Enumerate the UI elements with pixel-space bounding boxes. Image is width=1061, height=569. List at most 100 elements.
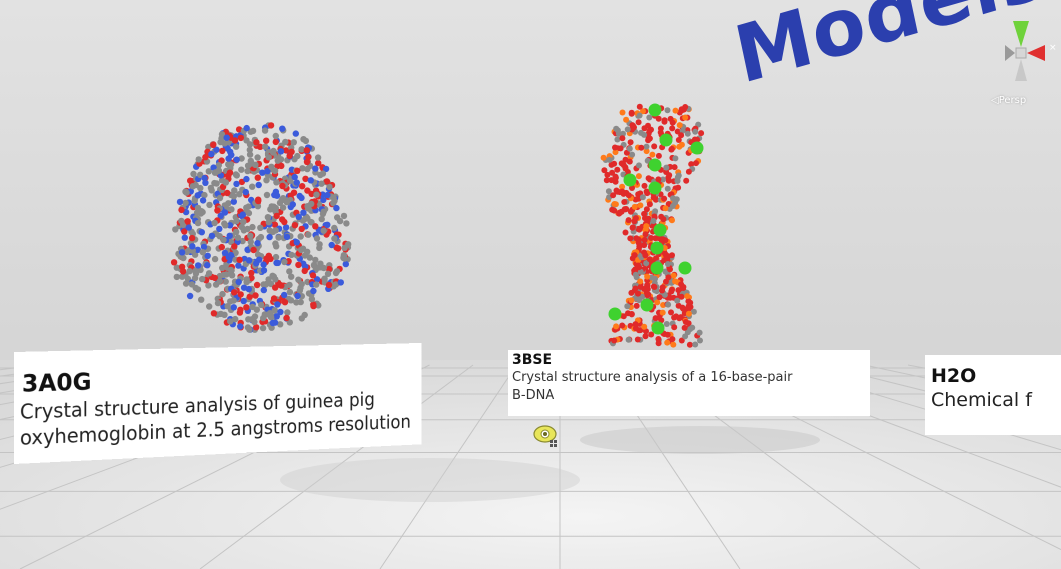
carbon-atom bbox=[239, 224, 245, 230]
gizmo-axis-y[interactable] bbox=[1013, 21, 1029, 47]
eye-icon[interactable] bbox=[533, 423, 561, 449]
carbon-atom bbox=[221, 312, 227, 318]
perspective-label[interactable]: ◁Persp bbox=[991, 95, 1026, 106]
oxygen-atom bbox=[658, 214, 664, 220]
metal-ion-atom bbox=[652, 322, 665, 335]
carbon-atom bbox=[183, 189, 189, 195]
gizmo-axis-x-neg[interactable] bbox=[1005, 45, 1015, 61]
oxygen-atom bbox=[647, 201, 653, 207]
oxygen-atom bbox=[669, 336, 675, 342]
oxygen-atom bbox=[675, 287, 681, 293]
oxygen-atom bbox=[662, 119, 668, 125]
phosphorus-atom bbox=[643, 223, 649, 229]
oxygen-atom bbox=[299, 183, 305, 189]
gizmo-axis-y-neg[interactable] bbox=[1015, 59, 1027, 81]
oxygen-atom bbox=[655, 176, 661, 182]
phosphorus-atom bbox=[682, 115, 688, 121]
oxygen-atom bbox=[304, 147, 310, 153]
phosphorus-atom bbox=[679, 142, 685, 148]
nitrogen-atom bbox=[177, 199, 183, 205]
oxygen-atom bbox=[669, 252, 675, 258]
carbon-atom bbox=[249, 184, 255, 190]
oxygen-atom bbox=[291, 190, 297, 196]
oxygen-atom bbox=[255, 198, 261, 204]
oxygen-atom bbox=[237, 307, 243, 313]
carbon-atom bbox=[209, 187, 215, 193]
oxygen-atom bbox=[686, 169, 692, 175]
carbon-atom bbox=[198, 297, 204, 303]
nitrogen-atom bbox=[201, 175, 207, 181]
gizmo-axis-x[interactable] bbox=[1027, 45, 1045, 61]
carbon-atom bbox=[270, 149, 276, 155]
carbon-atom bbox=[640, 194, 646, 200]
carbon-atom bbox=[313, 281, 319, 287]
carbon-atom bbox=[172, 226, 178, 232]
oxygen-atom bbox=[211, 310, 217, 316]
carbon-atom bbox=[201, 192, 207, 198]
carbon-atom bbox=[197, 185, 203, 191]
oxygen-atom bbox=[619, 323, 625, 329]
nitrogen-atom bbox=[208, 151, 214, 157]
oxygen-atom bbox=[238, 135, 244, 141]
carbon-atom bbox=[321, 209, 327, 215]
nitrogen-atom bbox=[200, 197, 206, 203]
oxygen-atom bbox=[623, 230, 629, 236]
oxygen-atom bbox=[263, 138, 269, 144]
gizmo-center[interactable] bbox=[1016, 48, 1026, 58]
carbon-atom bbox=[318, 181, 324, 187]
oxygen-atom bbox=[645, 286, 651, 292]
phosphorus-atom bbox=[673, 108, 679, 114]
oxygen-atom bbox=[634, 303, 640, 309]
oxygen-atom bbox=[629, 311, 635, 317]
oxygen-atom bbox=[656, 315, 662, 321]
phosphorus-atom bbox=[670, 342, 676, 348]
carbon-atom bbox=[262, 127, 268, 133]
nitrogen-atom bbox=[260, 261, 266, 267]
carbon-atom bbox=[275, 158, 281, 164]
oxygen-atom bbox=[657, 294, 663, 300]
carbon-atom bbox=[334, 268, 340, 274]
carbon-atom bbox=[211, 220, 217, 226]
oxygen-atom bbox=[250, 247, 256, 253]
oxygen-atom bbox=[326, 282, 332, 288]
panel-description-line: Crystal structure analysis of a 16-base-… bbox=[508, 368, 870, 386]
nitrogen-atom bbox=[284, 234, 290, 240]
oxygen-atom bbox=[189, 235, 195, 241]
nitrogen-atom bbox=[343, 261, 349, 267]
phosphorus-atom bbox=[664, 340, 670, 346]
carbon-atom bbox=[178, 218, 184, 224]
oxygen-atom bbox=[676, 315, 682, 321]
oxygen-atom bbox=[669, 287, 675, 293]
carbon-atom bbox=[273, 133, 279, 139]
carbon-atom bbox=[665, 261, 671, 267]
nitrogen-atom bbox=[246, 257, 252, 263]
scene-orientation-gizmo-icon[interactable]: × bbox=[985, 15, 1057, 90]
oxygen-atom bbox=[683, 319, 689, 325]
carbon-atom bbox=[233, 218, 239, 224]
carbon-atom bbox=[195, 220, 201, 226]
nitrogen-atom bbox=[281, 292, 287, 298]
carbon-atom bbox=[674, 298, 680, 304]
oxygen-atom bbox=[626, 192, 632, 198]
oxygen-atom bbox=[613, 174, 619, 180]
svg-text:×: × bbox=[1049, 43, 1057, 53]
carbon-atom bbox=[246, 210, 252, 216]
carbon-atom bbox=[248, 239, 254, 245]
oxygen-atom bbox=[179, 264, 185, 270]
carbon-atom bbox=[215, 300, 221, 306]
carbon-atom bbox=[269, 203, 275, 209]
carbon-atom bbox=[223, 278, 229, 284]
nitrogen-atom bbox=[338, 279, 344, 285]
nitrogen-atom bbox=[228, 252, 234, 258]
carbon-atom bbox=[263, 281, 269, 287]
oxygen-atom bbox=[613, 179, 619, 185]
oxygen-atom bbox=[621, 313, 627, 319]
carbon-atom bbox=[340, 255, 346, 261]
carbon-atom bbox=[281, 259, 287, 265]
carbon-atom bbox=[273, 254, 279, 260]
phosphorus-atom bbox=[672, 278, 678, 284]
oxygen-atom bbox=[660, 284, 666, 290]
carbon-atom bbox=[287, 289, 293, 295]
phosphorus-atom bbox=[613, 323, 619, 329]
